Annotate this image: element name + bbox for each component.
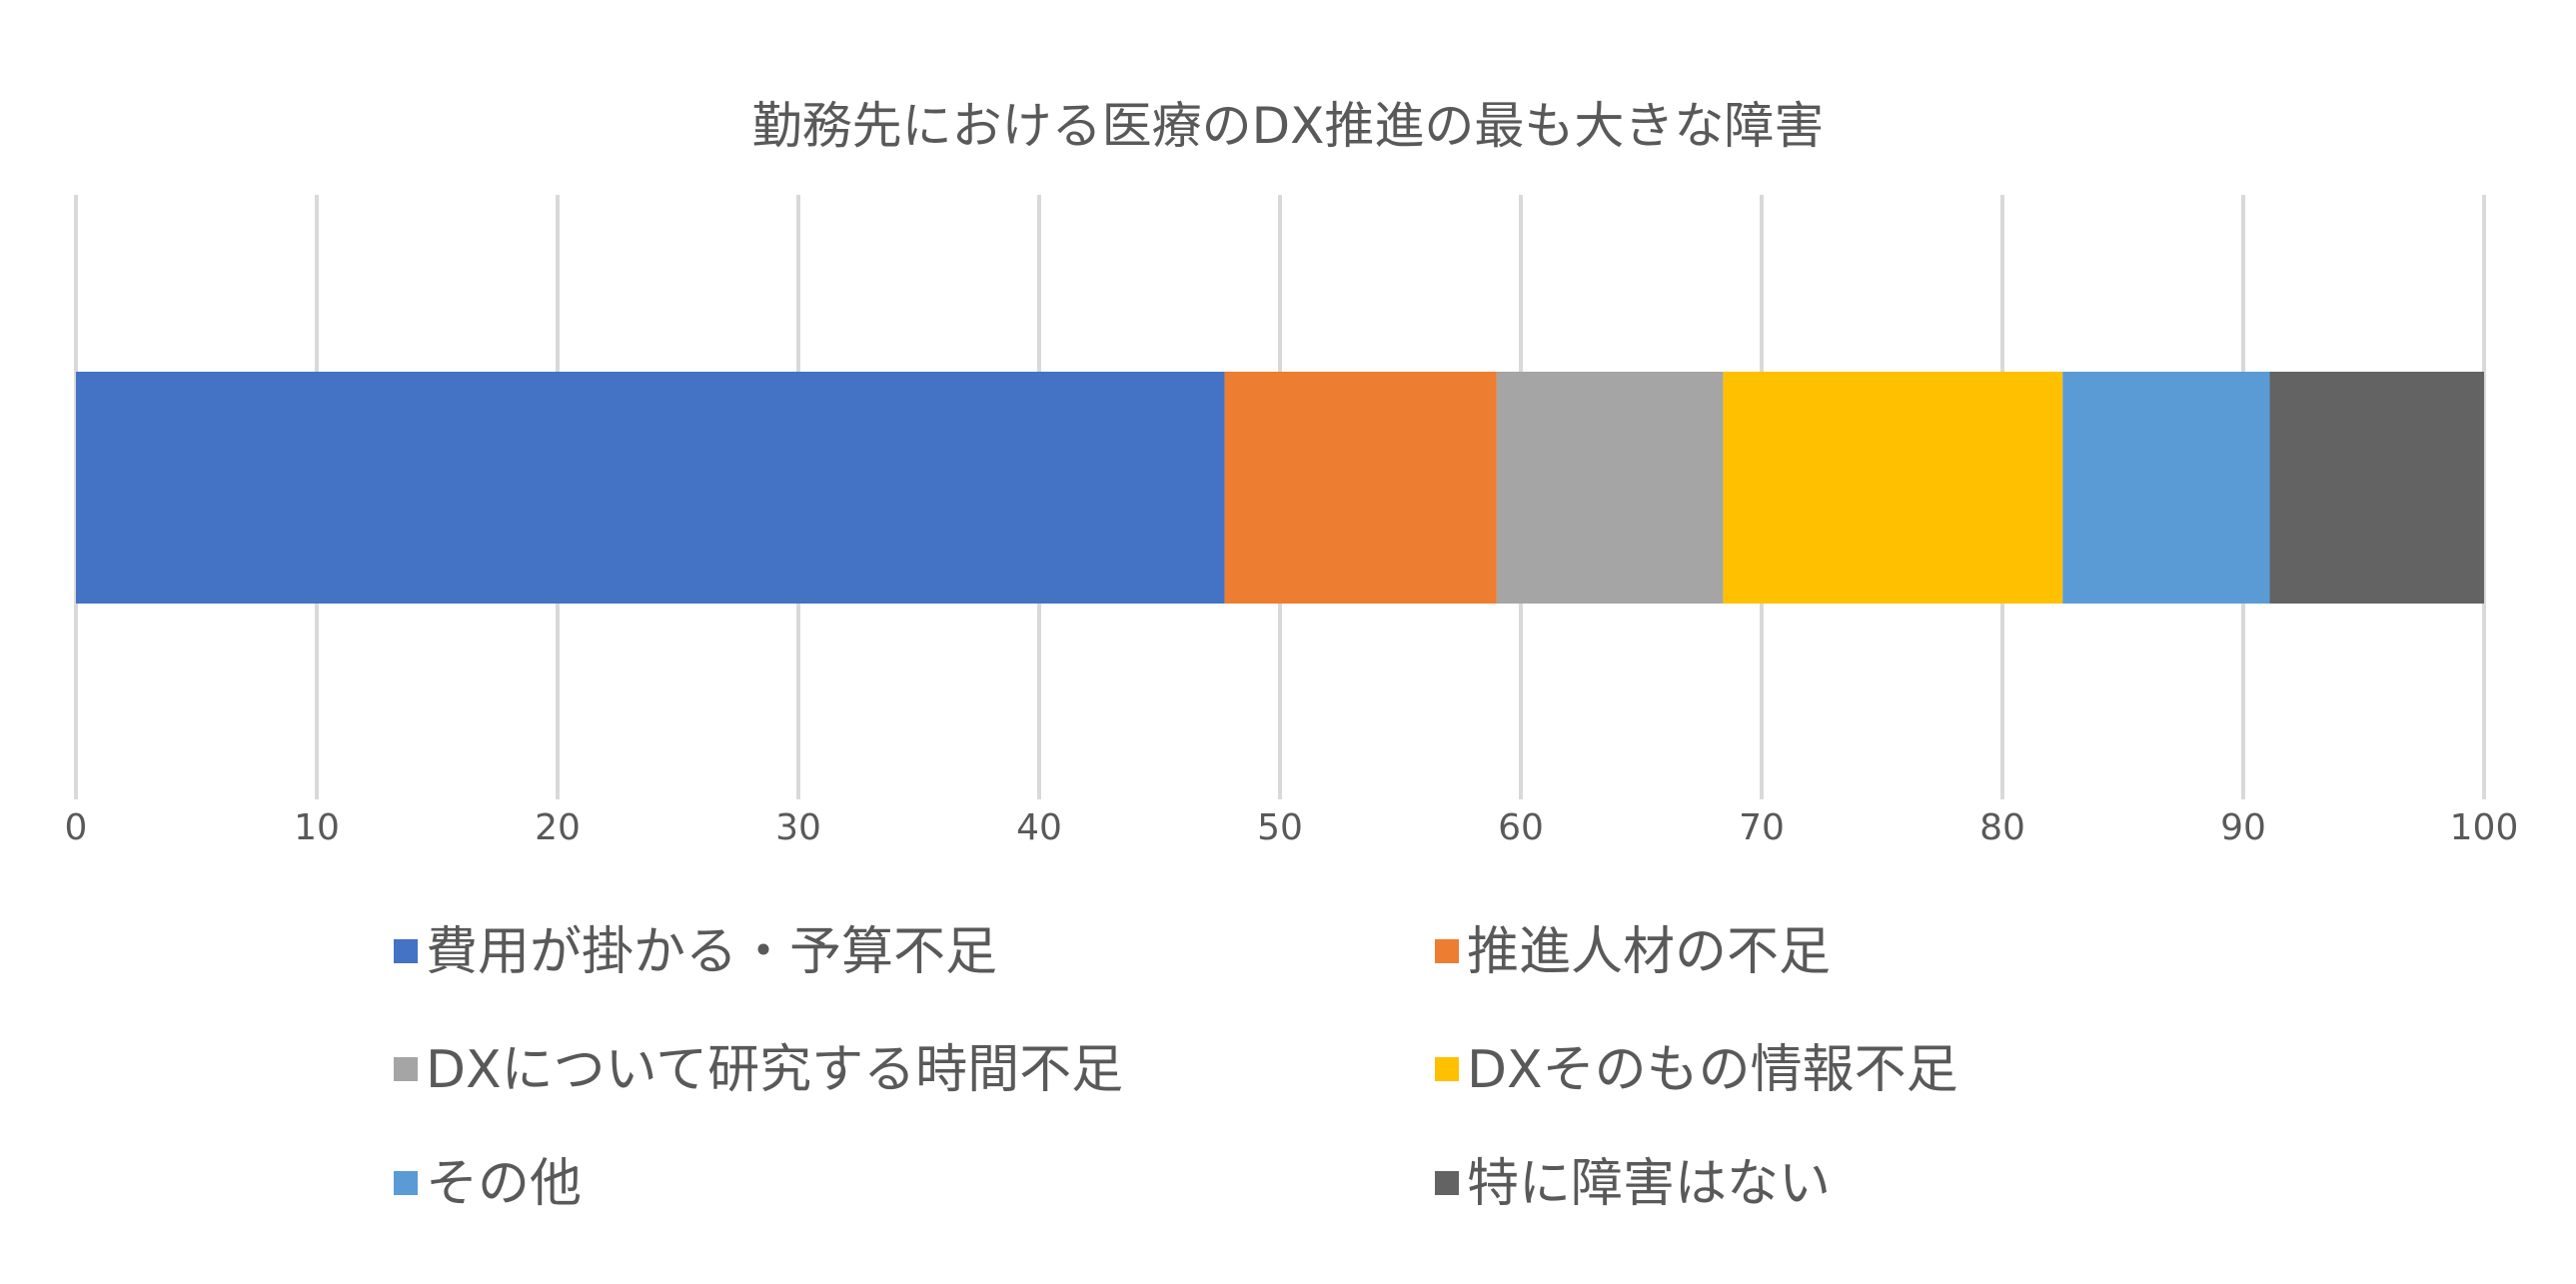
legend-label: DXそのもの情報不足 bbox=[1467, 1040, 1958, 1100]
legend-swatch bbox=[1435, 1171, 1459, 1195]
x-tick-label: 0 bbox=[65, 807, 88, 848]
x-tick-label: 90 bbox=[2220, 807, 2266, 848]
bar-segment-2 bbox=[1496, 372, 1724, 604]
chart-title: 勤務先における医療のDX推進の最も大きな障害 bbox=[752, 97, 1825, 155]
x-tick-label: 60 bbox=[1498, 807, 1544, 848]
x-tick-label: 50 bbox=[1257, 807, 1303, 848]
x-tick-label: 20 bbox=[535, 807, 581, 848]
x-tick-label: 100 bbox=[2450, 807, 2519, 848]
legend-label: 推進人材の不足 bbox=[1467, 922, 1831, 982]
bar-segment-4 bbox=[2062, 372, 2270, 604]
x-tick-label: 70 bbox=[1739, 807, 1785, 848]
legend-swatch bbox=[394, 1057, 418, 1081]
bar-segment-1 bbox=[1224, 372, 1497, 604]
legend-label: 特に障害はない bbox=[1467, 1154, 1831, 1214]
bar-segment-0 bbox=[76, 372, 1225, 604]
legend: 費用が掛かる・予算不足 推進人材の不足 DXについて研究する時間不足 DXそのもの情報… bbox=[394, 922, 1958, 1214]
x-tick-label: 80 bbox=[1979, 807, 2025, 848]
legend-swatch bbox=[394, 1171, 418, 1195]
legend-label: その他 bbox=[426, 1154, 582, 1214]
legend-swatch bbox=[394, 939, 418, 963]
legend-swatch bbox=[1435, 1057, 1459, 1081]
legend-label: DXについて研究する時間不足 bbox=[426, 1040, 1123, 1100]
bar-segment-3 bbox=[1723, 372, 2063, 604]
legend-swatch bbox=[1435, 939, 1459, 963]
bar-segments bbox=[76, 372, 2484, 604]
x-tick-label: 30 bbox=[775, 807, 821, 848]
bar-segment-5 bbox=[2269, 372, 2484, 604]
x-tick-label: 10 bbox=[294, 807, 340, 848]
legend-label: 費用が掛かる・予算不足 bbox=[426, 922, 997, 982]
x-axis-ticks: 0 10 20 30 40 50 60 70 80 90 100 bbox=[65, 807, 2519, 848]
x-tick-label: 40 bbox=[1016, 807, 1062, 848]
